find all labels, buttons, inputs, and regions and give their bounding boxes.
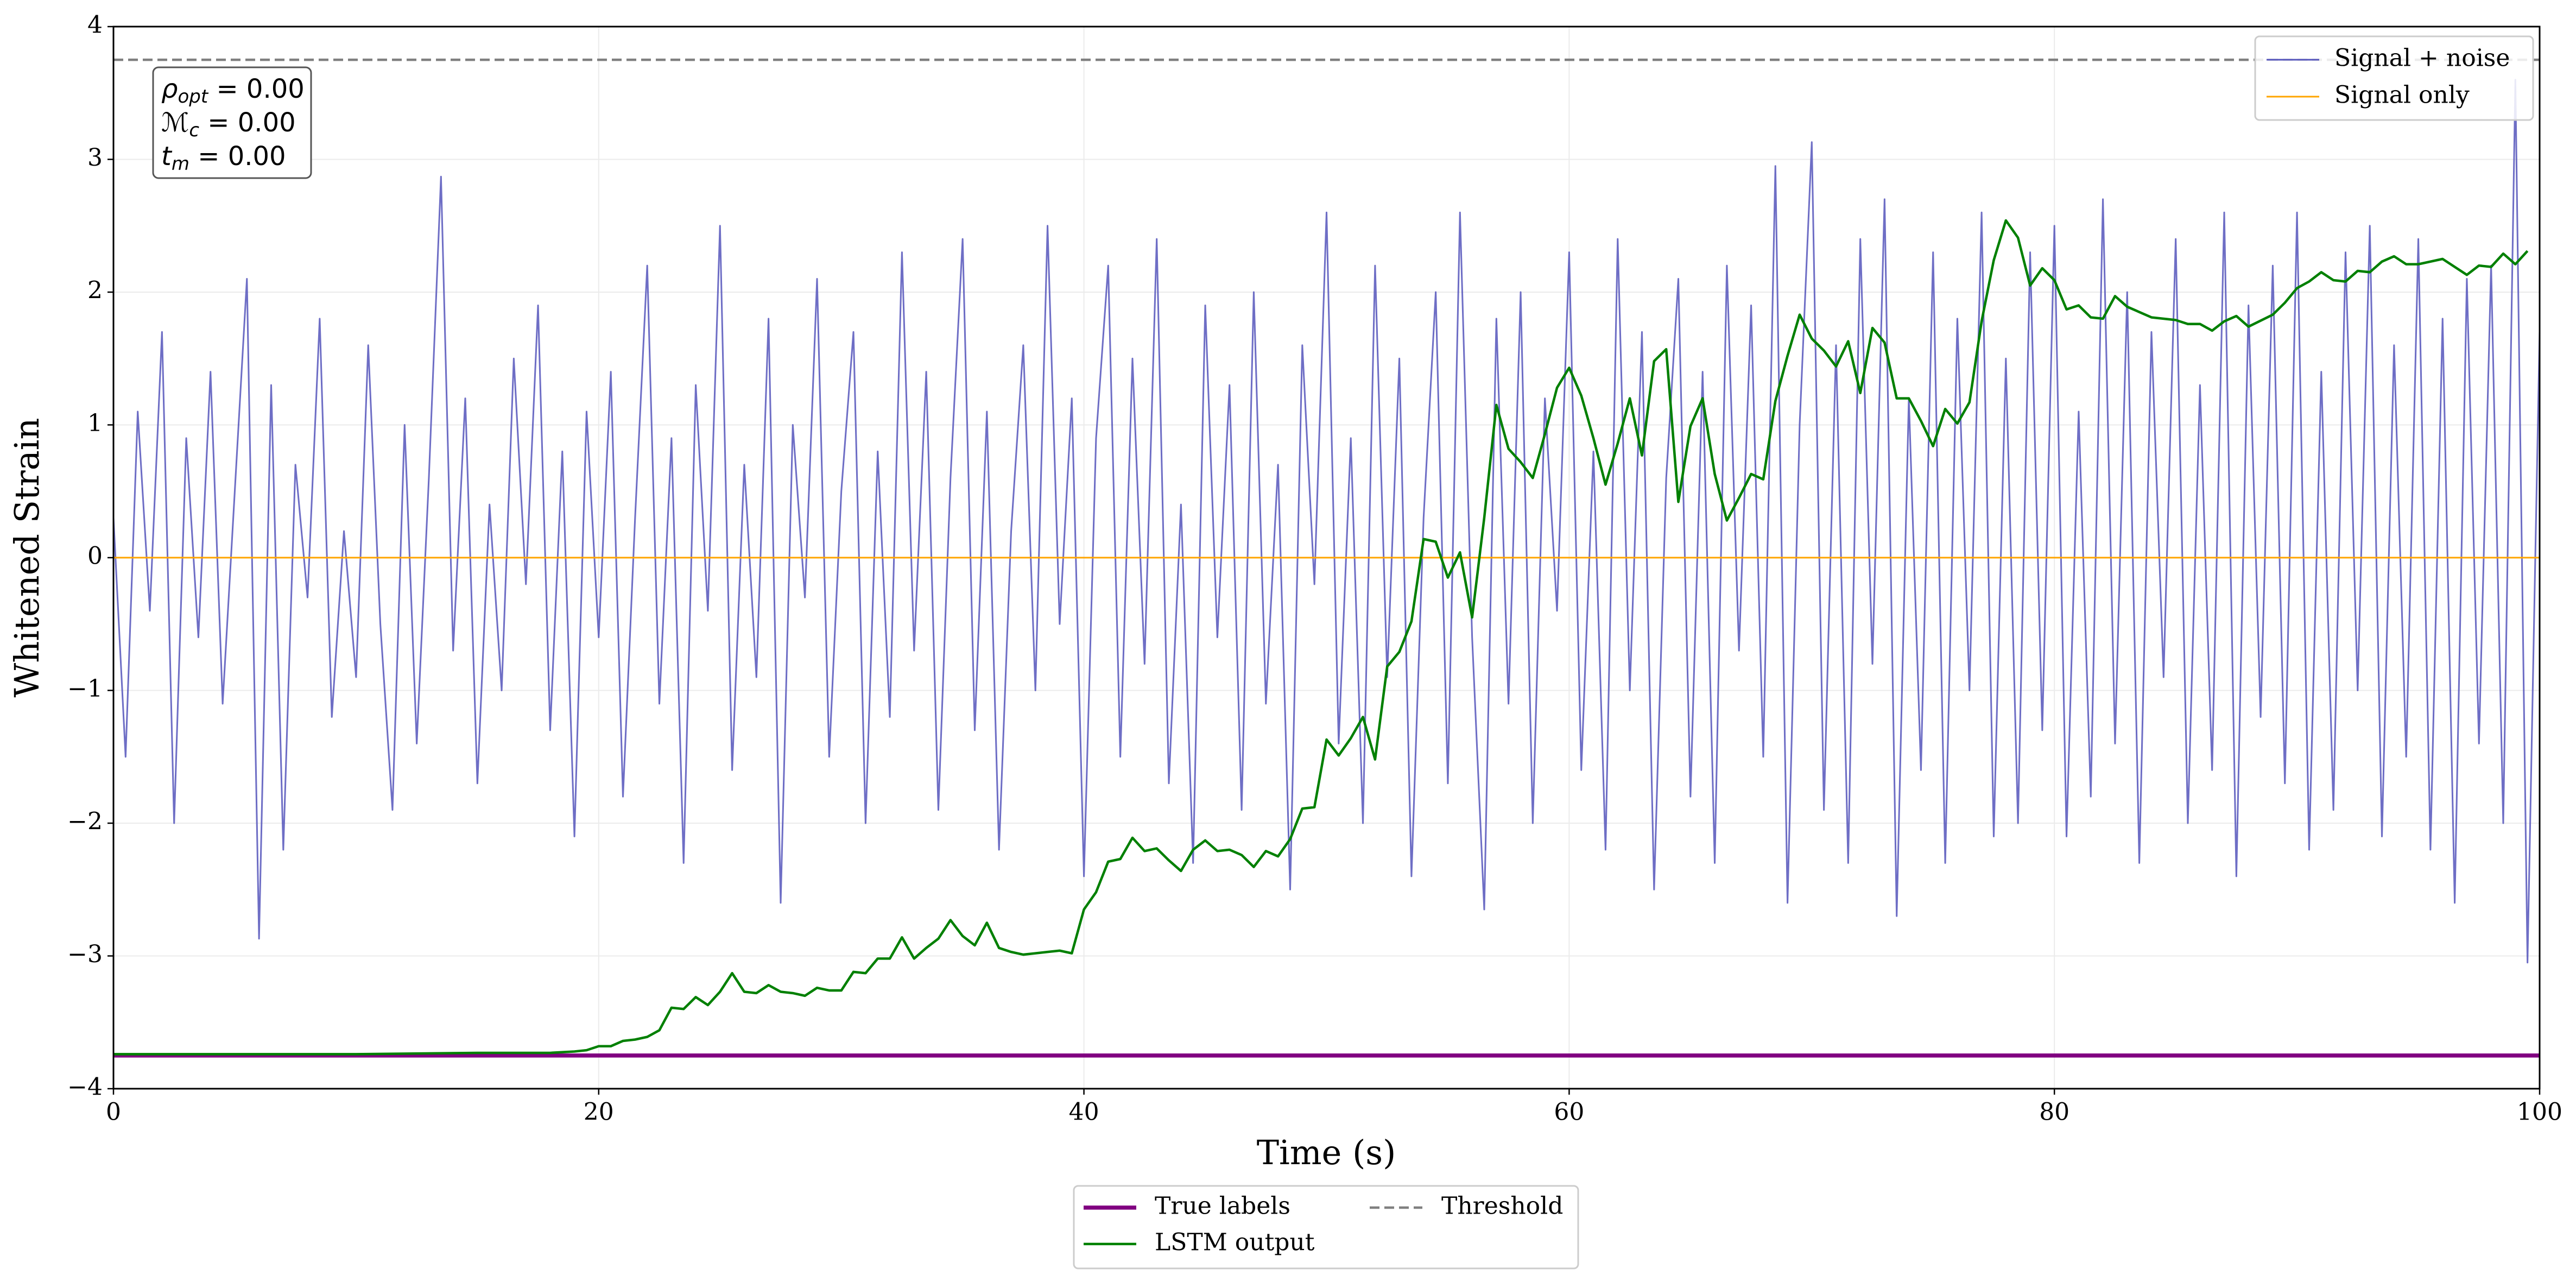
y-tick-label: −4 [67,1073,103,1101]
x-tick-label: 60 [1554,1098,1584,1126]
annotation-subscript: m [172,153,189,175]
annotation-symbol: ℳ [161,108,189,138]
annotation: ρopt = 0.00 [161,74,305,108]
annotation: tm = 0.00 [161,141,286,175]
legend-box [1073,1185,1579,1270]
legend-label: Signal only [2334,81,2470,109]
legend-box [2254,35,2534,121]
x-axis-label: Time (s) [1257,1133,1396,1172]
x-tick-label: 20 [584,1098,614,1126]
x-tick-label: 100 [2517,1098,2562,1126]
y-tick-label: −1 [67,675,103,703]
y-tick-label: 4 [87,11,103,39]
x-tick-label: 80 [2039,1098,2069,1126]
y-tick-label: 1 [87,409,103,437]
legend-label: Signal + noise [2334,45,2510,72]
annotation: ℳc = 0.00 [161,108,296,141]
legend-label: LSTM output [1155,1229,1315,1256]
y-tick-label: −3 [67,940,103,968]
x-tick-label: 0 [106,1098,121,1126]
series-line [113,219,2529,1056]
annotation-subscript: opt [178,86,208,108]
annotation-text: = 0.00 [208,74,305,104]
annotation-box [152,66,312,179]
ticks: 0 20 40 60 80 100 −4 −3 −2 −1 0 1 2 3 4 [67,11,2562,1126]
x-tick-label: 40 [1069,1098,1099,1126]
y-tick-label: 0 [87,542,103,570]
legend-label: True labels [1155,1192,1290,1220]
legends: Signal + noise Signal only True labels LSTM… [1073,35,2534,1270]
annotation-subscript: c [189,119,199,141]
annotation-text: = 0.00 [189,141,286,172]
annotation-symbol: ρ [161,74,178,104]
y-tick-label: 2 [87,277,103,305]
annotation-text: = 0.00 [199,108,296,138]
legend-label: Threshold [1441,1192,1563,1220]
y-axis-label: Whitened Strain [7,418,47,698]
y-tick-label: −2 [67,808,103,836]
series-line [113,79,2540,964]
annotation-symbol: t [161,141,173,172]
y-tick-label: 3 [87,144,103,172]
plot-area [113,58,2540,1058]
